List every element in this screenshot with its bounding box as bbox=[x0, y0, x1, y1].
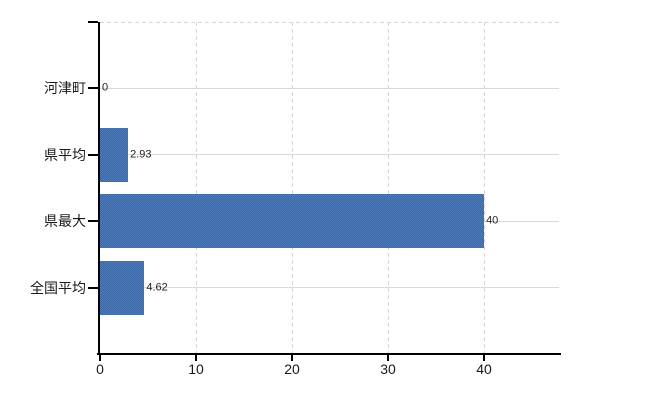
y-axis-tick bbox=[88, 286, 98, 289]
x-axis-tick bbox=[483, 355, 486, 361]
bar-value-label: 4.62 bbox=[146, 281, 168, 294]
x-axis-tick bbox=[291, 355, 294, 361]
x-axis-tick-label: 10 bbox=[188, 361, 204, 377]
v-gridline bbox=[195, 22, 197, 354]
category-label: 河津町 bbox=[44, 80, 86, 97]
plot-area: 0 2.93 40 4.62 bbox=[100, 22, 559, 354]
bar bbox=[100, 260, 145, 315]
x-axis-tick bbox=[195, 355, 198, 361]
x-axis-tick bbox=[387, 355, 390, 361]
h-gridline bbox=[100, 154, 559, 156]
x-axis-tick-label: 30 bbox=[380, 361, 396, 377]
v-gridline bbox=[291, 22, 293, 354]
bar bbox=[100, 127, 129, 182]
y-axis-tick bbox=[88, 21, 98, 23]
bar-value-label: 2.93 bbox=[130, 148, 152, 161]
category-label: 全国平均 bbox=[30, 279, 86, 296]
bar-value-label: 40 bbox=[486, 214, 499, 227]
bar-value-label: 0 bbox=[102, 81, 109, 94]
h-gridline bbox=[100, 87, 559, 89]
v-gridline bbox=[483, 22, 485, 354]
x-axis-tick bbox=[99, 355, 101, 361]
y-axis-tick bbox=[88, 87, 98, 90]
x-axis-line bbox=[97, 353, 561, 355]
y-axis-tick bbox=[88, 220, 98, 223]
category-label: 県最大 bbox=[44, 213, 86, 230]
category-label: 県平均 bbox=[44, 146, 86, 163]
y-axis-tick bbox=[88, 153, 98, 156]
h-gridline bbox=[100, 287, 559, 289]
y-axis-line bbox=[98, 22, 100, 354]
x-axis-tick-label: 40 bbox=[476, 361, 492, 377]
bar bbox=[100, 194, 485, 249]
plot-top-border bbox=[100, 22, 559, 23]
x-axis-tick-label: 0 bbox=[96, 361, 104, 377]
x-axis-tick-label: 20 bbox=[284, 361, 300, 377]
v-gridline bbox=[387, 22, 389, 354]
